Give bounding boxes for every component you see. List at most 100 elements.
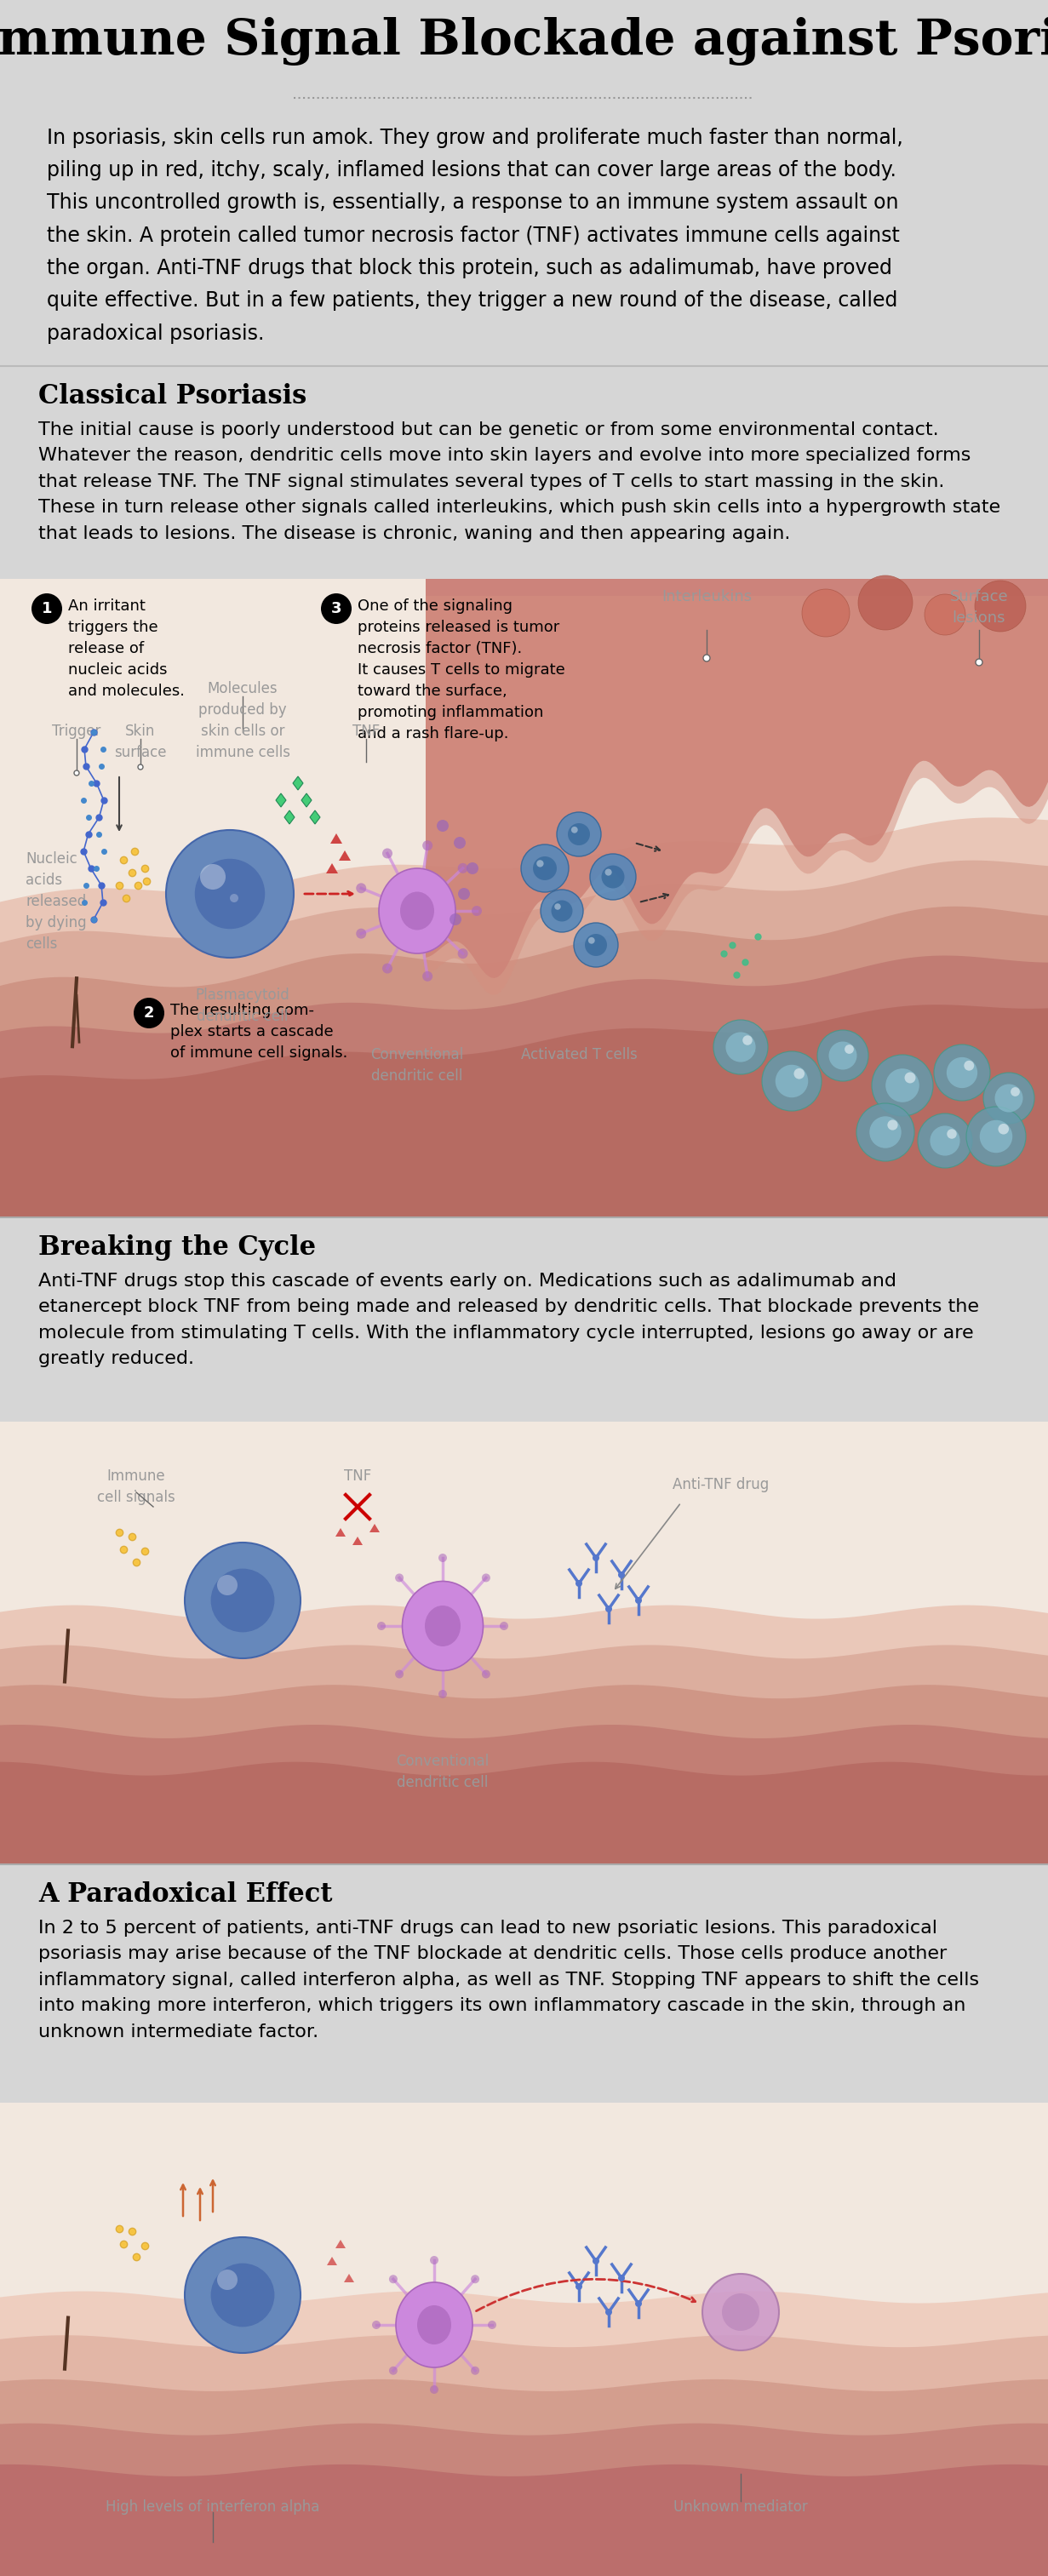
Circle shape: [551, 899, 572, 922]
Circle shape: [856, 1103, 914, 1162]
Polygon shape: [425, 580, 1048, 979]
Circle shape: [966, 1108, 1026, 1167]
Polygon shape: [339, 850, 351, 860]
Ellipse shape: [396, 2282, 473, 2367]
Circle shape: [817, 1030, 869, 1082]
Circle shape: [924, 595, 965, 636]
Circle shape: [230, 894, 238, 902]
Circle shape: [383, 963, 392, 974]
Circle shape: [964, 1061, 974, 1072]
Circle shape: [482, 1574, 490, 1582]
Circle shape: [703, 654, 709, 662]
Circle shape: [74, 770, 80, 775]
Circle shape: [743, 1036, 752, 1046]
Circle shape: [200, 863, 225, 889]
Circle shape: [134, 997, 165, 1028]
Ellipse shape: [400, 891, 434, 930]
Text: In 2 to 5 percent of patients, anti-TNF drugs can lead to new psoriatic lesions.: In 2 to 5 percent of patients, anti-TNF …: [39, 1919, 979, 2040]
Text: Skin
surface: Skin surface: [114, 724, 167, 760]
Text: Molecules
produced by
skin cells or
immune cells: Molecules produced by skin cells or immu…: [195, 680, 290, 760]
Circle shape: [395, 1574, 403, 1582]
Circle shape: [438, 1553, 446, 1561]
Text: Anti-TNF drugs stop this cascade of events early on. Medications such as adalimu: Anti-TNF drugs stop this cascade of even…: [39, 1273, 979, 1368]
Circle shape: [31, 592, 62, 623]
Circle shape: [211, 1569, 275, 1633]
Ellipse shape: [402, 1582, 483, 1672]
Circle shape: [450, 914, 461, 925]
Circle shape: [998, 1123, 1009, 1133]
Text: Interleukins: Interleukins: [661, 590, 751, 605]
Polygon shape: [326, 863, 339, 873]
Circle shape: [934, 1043, 990, 1100]
Circle shape: [383, 848, 392, 858]
Circle shape: [946, 1056, 978, 1087]
Polygon shape: [352, 1535, 363, 1546]
Polygon shape: [0, 1726, 1048, 1865]
Ellipse shape: [378, 868, 456, 953]
Polygon shape: [370, 1525, 379, 1533]
Circle shape: [138, 765, 143, 770]
Circle shape: [556, 811, 602, 855]
Circle shape: [918, 1113, 973, 1167]
Polygon shape: [0, 1005, 1048, 1218]
Circle shape: [454, 837, 465, 848]
Polygon shape: [0, 907, 1048, 1218]
Circle shape: [618, 1571, 625, 1579]
Circle shape: [947, 1128, 957, 1139]
Circle shape: [389, 2367, 397, 2375]
Polygon shape: [302, 793, 311, 806]
Circle shape: [458, 863, 467, 873]
Text: The initial cause is poorly understood but can be genetic or from some environme: The initial cause is poorly understood b…: [39, 422, 1001, 541]
FancyBboxPatch shape: [0, 1218, 1048, 1422]
Polygon shape: [335, 2239, 346, 2249]
Polygon shape: [276, 793, 286, 806]
Text: 1: 1: [42, 600, 52, 616]
Circle shape: [592, 1553, 599, 1561]
Circle shape: [458, 889, 470, 899]
Circle shape: [575, 2282, 583, 2290]
Polygon shape: [0, 2465, 1048, 2576]
Circle shape: [466, 863, 479, 873]
Circle shape: [437, 819, 449, 832]
Circle shape: [472, 907, 482, 917]
Circle shape: [211, 2264, 275, 2326]
Polygon shape: [330, 835, 343, 842]
Ellipse shape: [417, 2306, 452, 2344]
Text: An irritant
triggers the
release of
nucleic acids
and molecules.: An irritant triggers the release of nucl…: [68, 598, 184, 698]
Circle shape: [395, 1669, 403, 1680]
Text: Surface
lesions: Surface lesions: [949, 590, 1008, 626]
Circle shape: [422, 840, 433, 850]
Text: Activated T cells: Activated T cells: [521, 1046, 637, 1061]
Circle shape: [574, 922, 618, 966]
Polygon shape: [344, 2275, 354, 2282]
Circle shape: [533, 855, 556, 881]
Circle shape: [166, 829, 293, 958]
Circle shape: [858, 574, 913, 631]
Text: 2: 2: [144, 1005, 154, 1020]
Text: An Immune Signal Blockade against Psoriasis: An Immune Signal Blockade against Psoria…: [0, 18, 1048, 64]
Circle shape: [430, 2385, 438, 2393]
Circle shape: [389, 2275, 397, 2282]
Text: In psoriasis, skin cells run amok. They grow and proliferate much faster than no: In psoriasis, skin cells run amok. They …: [47, 129, 903, 343]
Polygon shape: [0, 860, 1048, 1218]
Circle shape: [602, 866, 625, 889]
Polygon shape: [425, 595, 1048, 994]
Circle shape: [471, 2275, 479, 2282]
Circle shape: [995, 1084, 1023, 1113]
Circle shape: [585, 935, 607, 956]
Circle shape: [635, 1597, 642, 1605]
Circle shape: [422, 971, 433, 981]
Circle shape: [802, 590, 850, 636]
Circle shape: [541, 889, 583, 933]
Circle shape: [872, 1054, 933, 1115]
Circle shape: [184, 2236, 301, 2352]
Circle shape: [217, 1574, 238, 1595]
Circle shape: [372, 2321, 380, 2329]
FancyBboxPatch shape: [0, 366, 1048, 580]
Polygon shape: [0, 1605, 1048, 1865]
Text: Conventional
dendritic cell: Conventional dendritic cell: [396, 1754, 489, 1790]
Circle shape: [976, 659, 982, 665]
Text: 3: 3: [331, 600, 342, 616]
Polygon shape: [310, 811, 320, 824]
Polygon shape: [0, 1762, 1048, 1865]
